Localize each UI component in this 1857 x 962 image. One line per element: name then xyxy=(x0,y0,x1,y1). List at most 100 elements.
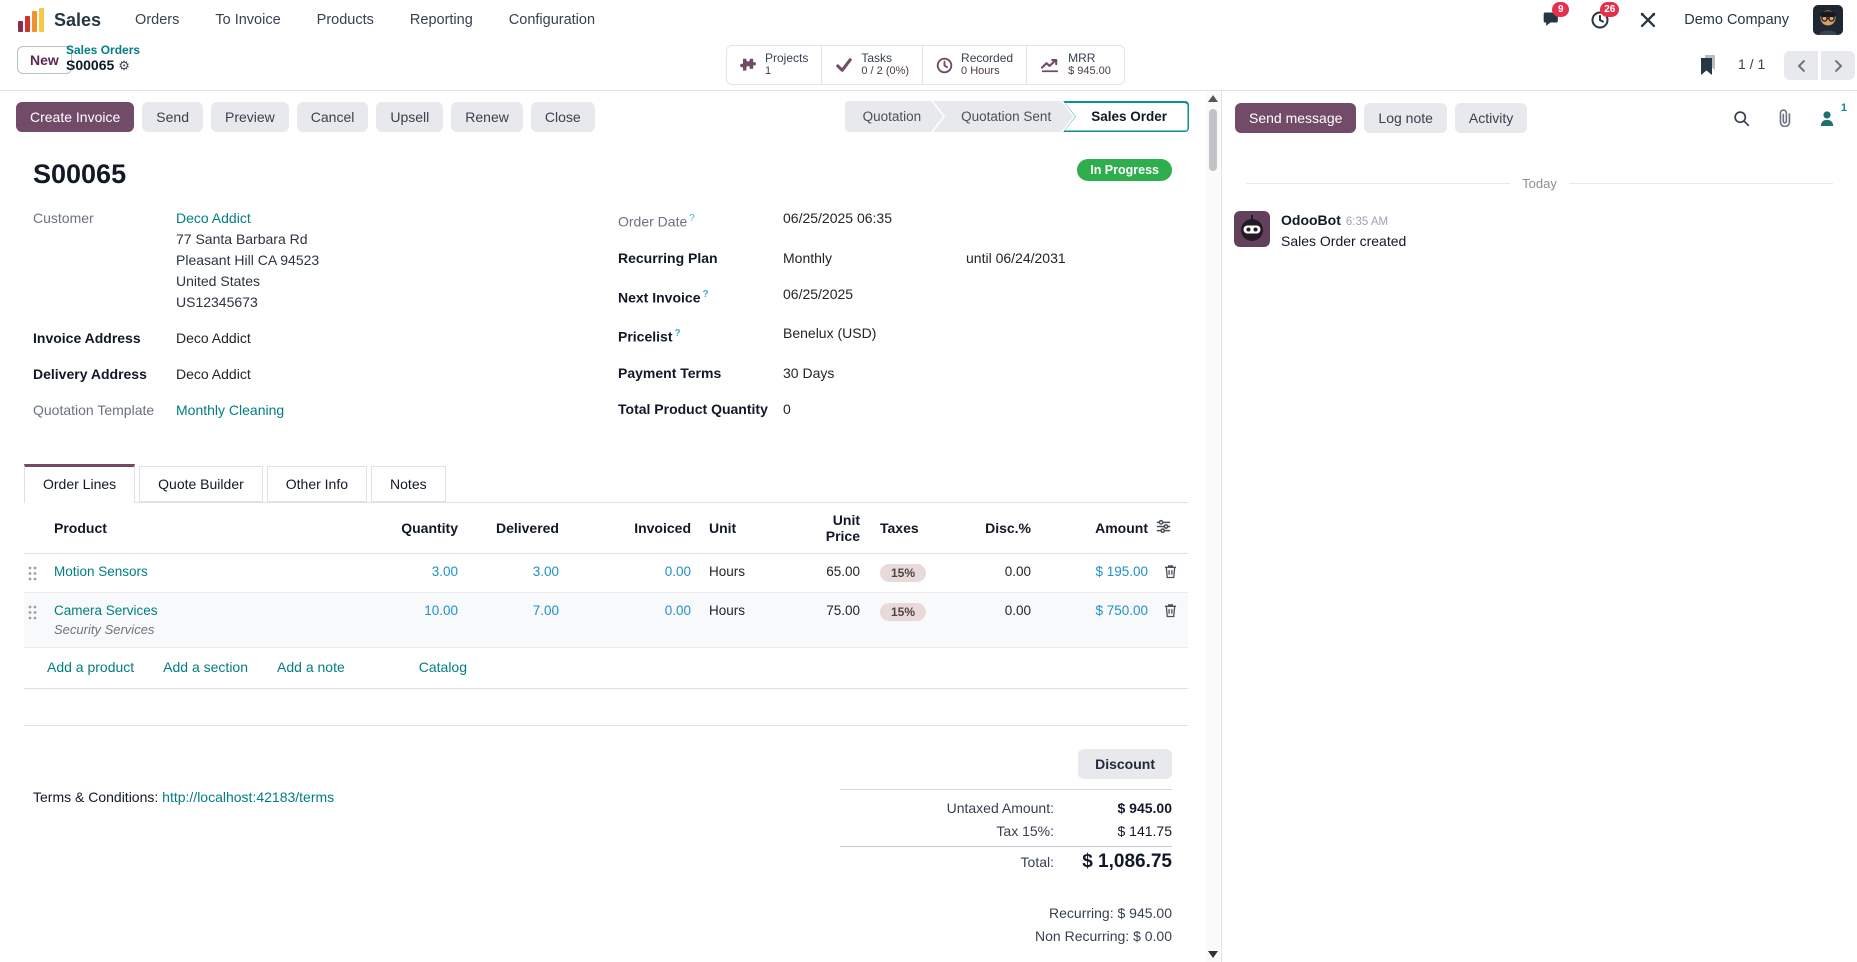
order-date-value[interactable]: 06/25/2025 06:35 xyxy=(783,210,892,226)
next-invoice-value[interactable]: 06/25/2025 xyxy=(783,285,854,302)
col-unit-price[interactable]: Unit Price xyxy=(794,503,864,554)
message-header: OdooBot 6:35 AM xyxy=(1281,211,1406,231)
invoiced-cell[interactable]: 0.00 xyxy=(563,553,695,593)
delete-row-icon[interactable] xyxy=(1152,553,1188,593)
tax-badge[interactable]: 15% xyxy=(880,603,927,621)
col-taxes[interactable]: Taxes xyxy=(864,503,948,554)
statusbar: Quotation Quotation Sent Sales Order xyxy=(845,101,1189,132)
send-message-button[interactable]: Send message xyxy=(1235,103,1357,133)
new-button[interactable]: New xyxy=(17,46,72,74)
breadcrumb-sales-orders[interactable]: Sales Orders xyxy=(66,43,141,57)
pager-next-button[interactable] xyxy=(1821,51,1855,80)
pricelist-value[interactable]: Benelux (USD) xyxy=(783,325,877,342)
field-total-product-quantity: Total Product Quantity 0 xyxy=(618,399,1172,420)
invoice-address-value[interactable]: Deco Addict xyxy=(176,330,251,346)
messages-icon[interactable]: 9 xyxy=(1540,2,1570,32)
menu-reporting[interactable]: Reporting xyxy=(409,12,473,28)
menu-configuration[interactable]: Configuration xyxy=(508,12,596,28)
scrollbar-thumb[interactable] xyxy=(1209,109,1217,171)
col-product[interactable]: Product xyxy=(50,503,368,554)
menu-to-invoice[interactable]: To Invoice xyxy=(215,12,281,28)
product-link[interactable]: Motion Sensors xyxy=(54,564,148,579)
add-product-link[interactable]: Add a product xyxy=(47,659,135,675)
stat-button-recorded[interactable]: Recorded 0 Hours xyxy=(923,46,1028,84)
unit-price-cell[interactable]: 75.00 xyxy=(794,592,864,648)
record-actions-gear-icon[interactable]: ⚙ xyxy=(118,59,130,74)
send-button[interactable]: Send xyxy=(142,101,203,132)
stage-sales-order[interactable]: Sales Order xyxy=(1063,101,1189,132)
col-unit[interactable]: Unit xyxy=(695,503,794,554)
attachments-icon[interactable] xyxy=(1772,106,1796,130)
optional-columns-icon[interactable] xyxy=(1152,503,1188,554)
quantity-cell[interactable]: 10.00 xyxy=(368,592,462,648)
delete-row-icon[interactable] xyxy=(1152,592,1188,648)
quotation-template-link[interactable]: Monthly Cleaning xyxy=(176,402,285,418)
message-author[interactable]: OdooBot xyxy=(1281,212,1341,228)
discount-button[interactable]: Discount xyxy=(1078,749,1172,779)
customer-link[interactable]: Deco Addict xyxy=(176,210,251,226)
search-messages-icon[interactable] xyxy=(1729,106,1753,130)
upsell-button[interactable]: Upsell xyxy=(376,101,444,132)
unit-cell[interactable]: Hours xyxy=(695,592,794,648)
stage-quotation[interactable]: Quotation xyxy=(845,101,944,132)
recurring-plan-value[interactable]: Monthly xyxy=(783,249,833,266)
order-line-row: Motion Sensors 3.00 3.00 0.00 Hours 65.0… xyxy=(24,553,1188,593)
app-brand[interactable]: Sales xyxy=(54,9,102,30)
col-quantity[interactable]: Quantity xyxy=(368,503,462,554)
scroll-down-arrow[interactable] xyxy=(1208,951,1218,958)
menu-orders[interactable]: Orders xyxy=(135,12,180,28)
stage-quotation-sent[interactable]: Quotation Sent xyxy=(933,101,1073,132)
discount-cell[interactable]: 0.00 xyxy=(948,592,1035,648)
tax-badge[interactable]: 15% xyxy=(880,564,927,582)
unit-cell[interactable]: Hours xyxy=(695,553,794,593)
log-note-button[interactable]: Log note xyxy=(1364,103,1447,133)
col-amount[interactable]: Amount xyxy=(1035,503,1152,554)
pager-previous-button[interactable] xyxy=(1784,51,1818,80)
record-name[interactable]: S00065 xyxy=(33,159,127,189)
tab-order-lines[interactable]: Order Lines xyxy=(24,464,136,503)
delivery-address-value[interactable]: Deco Addict xyxy=(176,366,251,382)
bookmark-icon[interactable] xyxy=(1698,54,1718,76)
tools-icon[interactable] xyxy=(1636,8,1660,32)
user-avatar[interactable] xyxy=(1813,5,1843,35)
delivered-cell[interactable]: 7.00 xyxy=(462,592,563,648)
activities-icon[interactable]: 26 xyxy=(1588,2,1620,32)
payment-terms-value[interactable]: 30 Days xyxy=(783,364,835,381)
product-link[interactable]: Camera Services xyxy=(54,603,158,618)
close-button[interactable]: Close xyxy=(530,101,595,132)
drag-handle-icon[interactable] xyxy=(24,553,50,593)
create-invoice-button[interactable]: Create Invoice xyxy=(16,101,135,132)
cancel-button[interactable]: Cancel xyxy=(296,101,369,132)
add-note-link[interactable]: Add a note xyxy=(277,659,345,675)
menu-products[interactable]: Products xyxy=(316,12,374,28)
quantity-cell[interactable]: 3.00 xyxy=(368,553,462,593)
activity-button[interactable]: Activity xyxy=(1454,103,1528,133)
vertical-scrollbar[interactable] xyxy=(1206,91,1220,962)
catalog-link[interactable]: Catalog xyxy=(418,659,468,675)
stat-button-projects[interactable]: Projects 1 xyxy=(727,46,823,84)
col-invoiced[interactable]: Invoiced xyxy=(563,503,695,554)
scroll-up-arrow[interactable] xyxy=(1208,95,1218,102)
followers-icon[interactable]: 1 xyxy=(1815,102,1847,130)
drag-handle-icon[interactable] xyxy=(24,592,50,648)
renew-button[interactable]: Renew xyxy=(451,101,523,132)
discount-cell[interactable]: 0.00 xyxy=(948,553,1035,593)
delivered-cell[interactable]: 3.00 xyxy=(462,553,563,593)
tab-notes[interactable]: Notes xyxy=(371,466,446,502)
tab-other-info[interactable]: Other Info xyxy=(266,466,368,502)
col-delivered[interactable]: Delivered xyxy=(462,503,563,554)
invoiced-cell[interactable]: 0.00 xyxy=(563,592,695,648)
product-description[interactable]: Security Services xyxy=(54,622,155,637)
tab-quote-builder[interactable]: Quote Builder xyxy=(139,466,263,502)
stat-button-mrr[interactable]: MRR $ 945.00 xyxy=(1027,46,1124,84)
stat-button-tasks[interactable]: Tasks 0 / 2 (0%) xyxy=(822,46,924,84)
unit-price-cell[interactable]: 65.00 xyxy=(794,553,864,593)
company-switcher[interactable]: Demo Company xyxy=(1684,12,1789,28)
add-section-link[interactable]: Add a section xyxy=(163,659,249,675)
recurring-until-value[interactable]: until 06/24/2031 xyxy=(966,249,1066,266)
app-logo-icon[interactable] xyxy=(18,8,44,32)
total-value: $ 1,086.75 xyxy=(1082,851,1172,872)
terms-link[interactable]: http://localhost:42183/terms xyxy=(162,789,335,805)
preview-button[interactable]: Preview xyxy=(210,101,289,132)
col-disc[interactable]: Disc.% xyxy=(948,503,1035,554)
